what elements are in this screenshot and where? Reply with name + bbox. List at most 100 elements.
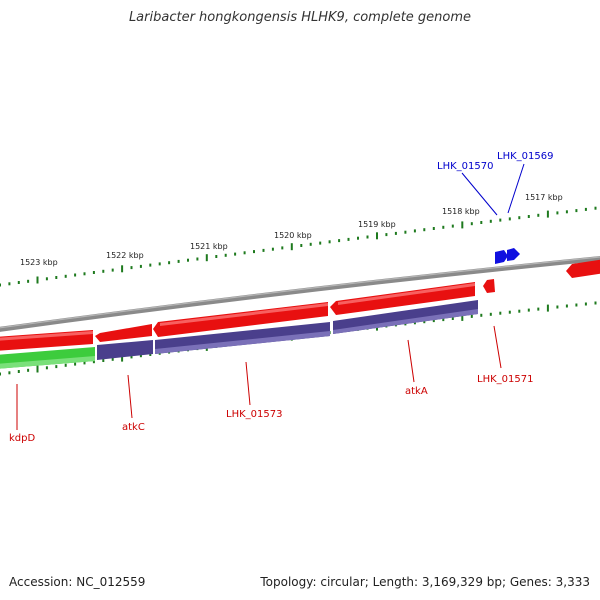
gene-label-LHK_01573[interactable]: LHK_01573 xyxy=(226,409,282,420)
inner-minor-tick xyxy=(0,372,1,376)
gene-label-LHK_01570[interactable]: LHK_01570 xyxy=(437,161,493,172)
outer-minor-tick xyxy=(489,219,492,223)
inner-minor-tick xyxy=(556,305,559,309)
inner-minor-tick xyxy=(442,318,445,322)
gene-label-atkA[interactable]: atkA xyxy=(405,386,428,397)
callout-atkC xyxy=(127,374,133,419)
outer-minor-tick xyxy=(328,240,331,244)
callout-LHK_01569 xyxy=(507,163,525,214)
inner-major-tick xyxy=(546,304,549,312)
outer-minor-tick xyxy=(442,225,445,229)
reverse-cds-LHK_01573-shade xyxy=(155,331,330,354)
outer-minor-tick xyxy=(451,224,454,228)
blue-features xyxy=(495,248,520,264)
blue-feature-LHK_01570[interactable] xyxy=(495,250,508,264)
forward-cds-atkC[interactable] xyxy=(95,324,152,342)
outer-minor-tick xyxy=(594,206,597,210)
reverse-strand-features xyxy=(0,300,478,369)
outer-minor-tick xyxy=(139,264,142,268)
outer-minor-tick xyxy=(508,217,511,221)
map-title: Laribacter hongkongensis HLHK9, complete… xyxy=(128,10,472,25)
reverse-cds-atkC[interactable] xyxy=(97,340,153,360)
callout-lines xyxy=(16,163,525,430)
gene-label-LHK_01571[interactable]: LHK_01571 xyxy=(477,374,533,385)
forward-strand-features xyxy=(0,259,600,351)
inner-major-tick xyxy=(121,354,124,362)
inner-minor-tick xyxy=(499,311,502,315)
inner-minor-tick xyxy=(584,302,587,306)
forward-cds-LHK_01573-highlight xyxy=(160,303,328,326)
outer-minor-tick xyxy=(404,230,407,234)
outer-major-tick xyxy=(376,232,378,240)
outer-minor-tick xyxy=(271,247,274,251)
outer-minor-tick xyxy=(92,271,95,274)
inner-minor-tick xyxy=(537,307,540,311)
gene-label-LHK_01569[interactable]: LHK_01569 xyxy=(497,151,553,162)
forward-cds-edge[interactable] xyxy=(566,259,600,278)
green-cds-kdpD-shade xyxy=(0,356,95,369)
blue-feature-LHK_01569[interactable] xyxy=(507,248,520,261)
outer-minor-tick xyxy=(0,283,1,287)
inner-minor-tick xyxy=(8,371,11,375)
inner-minor-tick xyxy=(139,354,142,358)
outer-minor-tick xyxy=(102,269,105,273)
outer-minor-tick xyxy=(338,239,341,243)
gene-label-atkC[interactable]: atkC xyxy=(122,422,145,433)
inner-minor-tick xyxy=(432,319,435,323)
inner-minor-tick xyxy=(489,312,492,316)
scale-label-1521: 1521 kbp xyxy=(190,242,228,251)
outer-minor-tick xyxy=(423,228,426,232)
gene-label-kdpD[interactable]: kdpD xyxy=(9,433,35,444)
inner-minor-tick xyxy=(111,357,114,361)
outer-minor-tick xyxy=(565,210,568,214)
inner-minor-tick xyxy=(130,355,133,359)
inner-minor-tick xyxy=(149,353,152,356)
inner-minor-tick xyxy=(508,310,511,314)
outer-minor-tick xyxy=(518,216,521,220)
outer-tick-ring xyxy=(0,206,597,287)
outer-minor-tick xyxy=(527,215,530,218)
inner-minor-tick xyxy=(451,317,454,320)
inner-minor-tick xyxy=(575,303,578,307)
accession-text: Accession: NC_012559 xyxy=(9,575,146,589)
forward-cds-LHK_01571[interactable] xyxy=(483,279,495,293)
inner-minor-tick xyxy=(83,361,86,365)
reverse-cds-atkA-shade xyxy=(333,309,478,334)
outer-major-tick xyxy=(546,210,549,218)
outer-minor-tick xyxy=(480,221,483,224)
outer-minor-tick xyxy=(187,258,189,262)
outer-minor-tick xyxy=(64,274,67,278)
outer-major-tick xyxy=(121,265,124,273)
inner-minor-tick xyxy=(55,365,58,369)
outer-minor-tick xyxy=(309,242,312,246)
inner-minor-tick xyxy=(45,366,48,370)
outer-minor-tick xyxy=(253,250,255,254)
outer-minor-tick xyxy=(432,227,435,230)
outer-minor-tick xyxy=(575,209,578,213)
outer-minor-tick xyxy=(234,252,237,256)
inner-minor-tick xyxy=(17,370,20,373)
genome-backbone-highlight xyxy=(0,256,600,329)
outer-minor-tick xyxy=(130,266,133,270)
genome-stats-text: Topology: circular; Length: 3,169,329 bp… xyxy=(260,575,590,589)
outer-minor-tick xyxy=(319,241,322,245)
outer-minor-tick xyxy=(224,253,227,257)
outer-minor-tick xyxy=(300,244,303,247)
outer-minor-tick xyxy=(74,273,77,277)
outer-minor-tick xyxy=(385,233,388,237)
outer-minor-tick xyxy=(45,277,48,281)
outer-minor-tick xyxy=(243,251,246,255)
outer-major-tick xyxy=(461,221,464,229)
scale-labels: 1523 kbp 1522 kbp 1521 kbp 1520 kbp 1519… xyxy=(20,193,563,267)
outer-minor-tick xyxy=(281,246,284,250)
inner-minor-tick xyxy=(92,360,95,364)
outer-minor-tick xyxy=(17,281,20,284)
callout-LHK_01570 xyxy=(461,172,498,216)
outer-minor-tick xyxy=(357,236,359,240)
inner-minor-tick xyxy=(413,321,416,325)
outer-minor-tick xyxy=(149,263,152,267)
outer-major-tick xyxy=(205,254,208,262)
forward-cds-atkA-highlight xyxy=(338,283,475,305)
genome-backbone xyxy=(0,255,600,332)
